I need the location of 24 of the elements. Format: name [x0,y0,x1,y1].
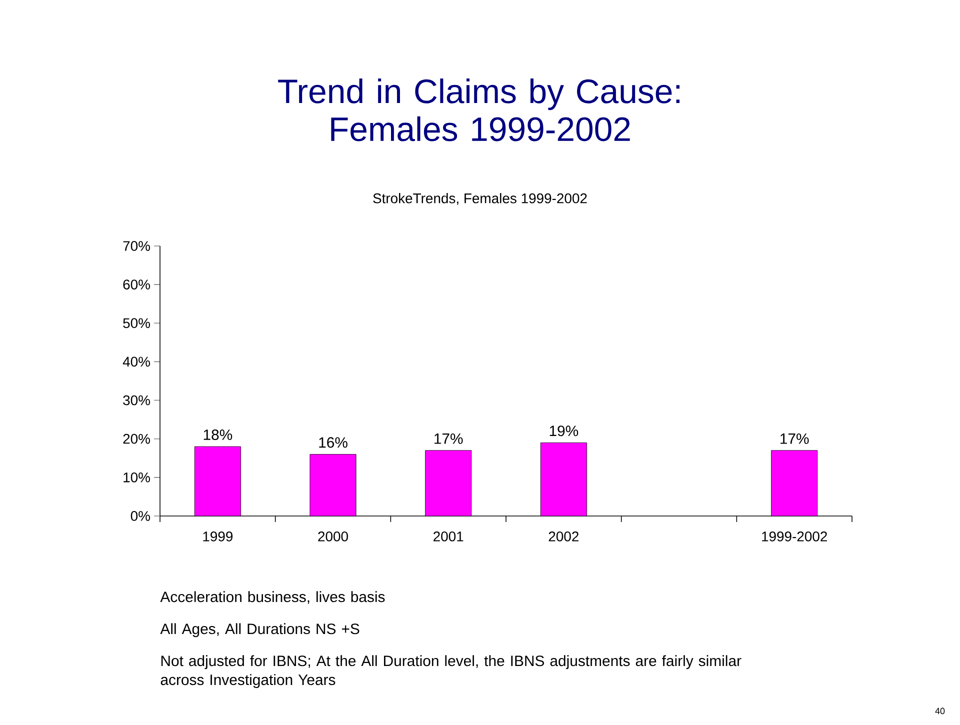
chart-title: Trend in Claims by Cause: Females 1999-2002 [278,78,680,142]
x-tick-label: 2001 [434,531,464,542]
data-label: 17% [780,433,809,444]
y-tick-label: 70% [123,241,150,251]
data-label: 17% [434,433,463,444]
data-label: 18% [204,429,232,440]
y-tick-label: 20% [123,434,150,444]
y-tick-label: 50% [123,318,150,328]
x-tick-label: 2000 [318,531,348,542]
x-tick-label: 1999-2002 [762,531,827,542]
text: Not adjusted for IBNS; At the All Duration level, the IBNS adjustments are fairly similar across Investigation Years [160,655,742,688]
x-tick-label: 2002 [548,531,578,542]
text: Acceleration business, lives basis [160,591,385,604]
y-tick-label: 40% [122,356,150,367]
text: All Ages, All Durations NS +S [160,623,360,638]
chart-subtitle: StrokeTrends, Females 1999-2002 [373,193,587,205]
y-tick-label: 60% [123,280,150,290]
y-tick-label: 0% [130,511,150,521]
y-tick-label: 10% [124,472,150,482]
x-tick-label: 1999 [203,531,233,542]
data-label: 16% [319,437,348,448]
text: 40 [935,708,945,714]
data-label: 19% [550,426,578,436]
y-tick-label: 30% [123,395,150,406]
